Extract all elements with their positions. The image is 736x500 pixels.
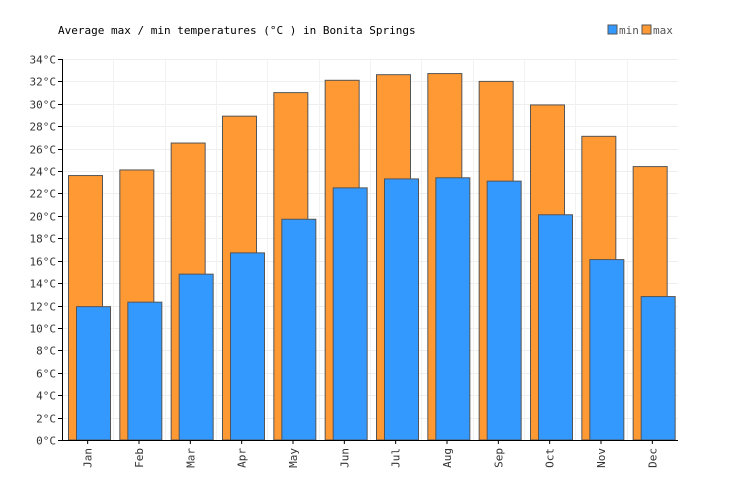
- y-tick-label: 28°C: [30, 121, 57, 134]
- x-tick-label: Aug: [441, 448, 454, 468]
- bar-min-sep: [486, 180, 522, 441]
- y-tick-label: 8°C: [36, 345, 56, 358]
- x-tick-label: Nov: [595, 448, 608, 468]
- y-tick-label: 22°C: [30, 188, 57, 201]
- legend-swatch-max: [641, 24, 652, 35]
- x-tick-label: Jul: [390, 448, 403, 468]
- y-tick-label: 0°C: [36, 435, 56, 448]
- chart-title: Average max / min temperatures (°C ) in …: [58, 24, 416, 37]
- grid: [62, 59, 678, 440]
- y-tick-label: 20°C: [30, 211, 57, 224]
- bar-min-aug: [435, 177, 471, 441]
- x-tick-label: Sep: [492, 448, 505, 468]
- x-tick-label: Oct: [544, 448, 557, 468]
- y-tick-label: 6°C: [36, 368, 56, 381]
- bars: [68, 73, 676, 441]
- bar-min-jul: [384, 178, 419, 441]
- x-tick-label: Jun: [338, 448, 351, 468]
- bar-min-feb: [127, 301, 163, 441]
- y-tick-label: 26°C: [30, 144, 57, 157]
- axes: [62, 59, 678, 441]
- y-axis-ticks: 0°C 2°C 4°C 6°C 8°C 10°C 12°C 14°C 16°C 18°C 20°C 2…: [30, 54, 62, 448]
- bar-min-nov: [589, 259, 625, 441]
- x-tick-label: May: [287, 448, 300, 468]
- y-tick-label: 4°C: [36, 390, 56, 403]
- y-tick-label: 14°C: [30, 278, 57, 291]
- y-tick-label: 30°C: [30, 99, 57, 112]
- bar-min-dec: [640, 296, 676, 441]
- bar-min-apr: [230, 252, 265, 441]
- x-tick-label: Mar: [184, 448, 197, 468]
- y-tick-label: 16°C: [30, 256, 57, 269]
- legend-label-max: max: [653, 24, 673, 37]
- x-tick-label: Dec: [646, 448, 659, 468]
- bar-min-jan: [76, 306, 111, 441]
- y-tick-label: 12°C: [30, 301, 57, 314]
- x-axis-ticks: Jan Feb Mar Apr May Jun Jul Aug Sep Oct Nov Dec: [82, 440, 659, 468]
- bar-min-mar: [178, 273, 214, 441]
- legend: min max: [607, 24, 673, 37]
- x-tick-label: Feb: [133, 448, 146, 468]
- x-tick-label: Apr: [236, 448, 249, 468]
- bar-min-oct: [538, 214, 573, 441]
- y-tick-label: 18°C: [30, 233, 57, 246]
- y-tick-label: 24°C: [30, 166, 57, 179]
- bar-min-may: [281, 218, 317, 441]
- y-tick-label: 10°C: [30, 323, 57, 336]
- y-tick-label: 34°C: [30, 54, 57, 67]
- legend-label-min: min: [619, 24, 639, 37]
- legend-swatch-min: [607, 24, 618, 35]
- x-tick-label: Jan: [82, 448, 95, 468]
- y-tick-label: 2°C: [36, 413, 56, 426]
- bar-min-jun: [332, 187, 368, 441]
- y-tick-label: 32°C: [30, 76, 57, 89]
